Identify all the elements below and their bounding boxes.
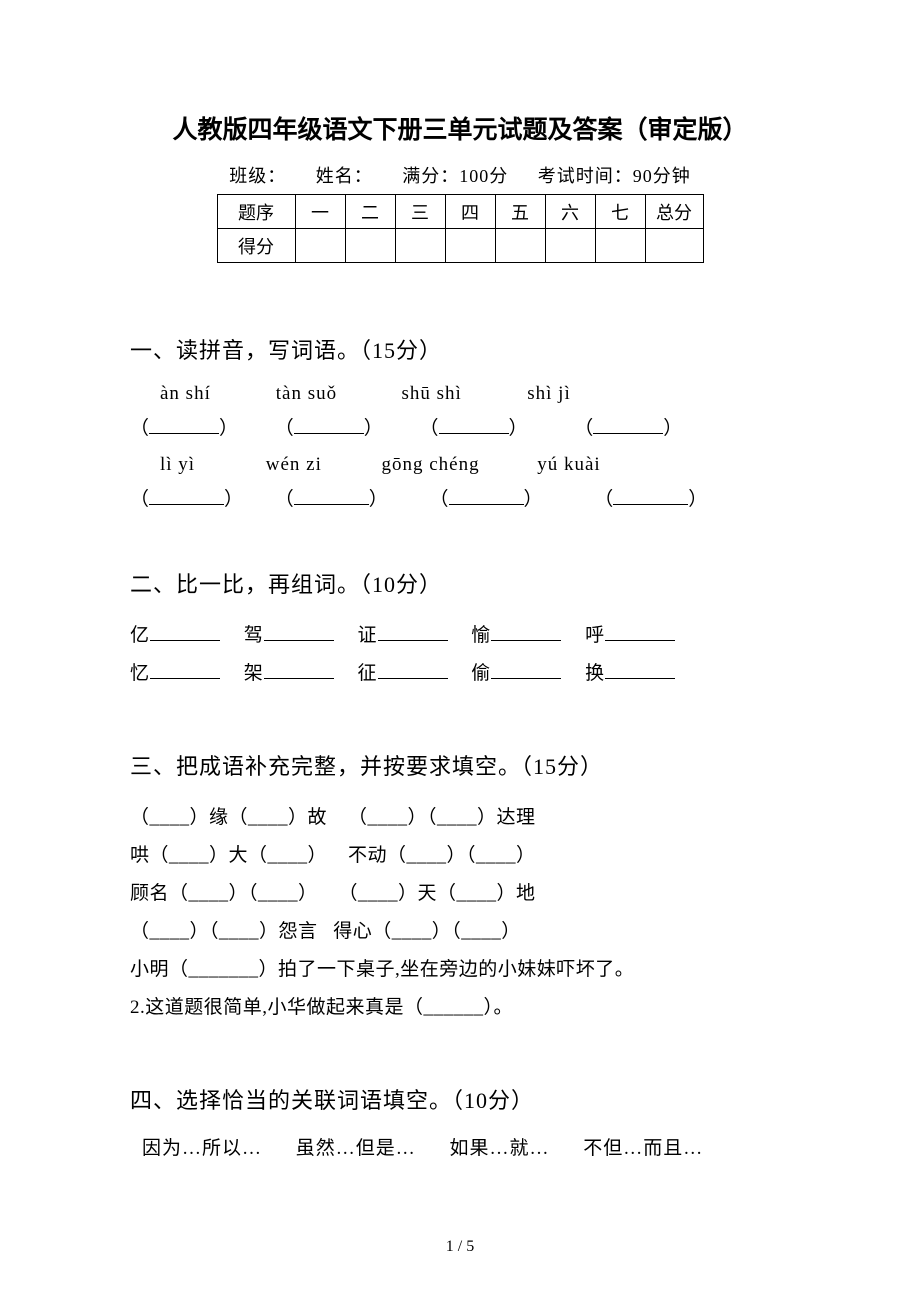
s3-line-2: 哄（____）大（____） 不动（____）（____） bbox=[130, 837, 790, 875]
idiom-part: （____）（____）怨言 bbox=[130, 921, 318, 942]
char: 换 bbox=[585, 663, 605, 684]
char: 呼 bbox=[585, 625, 605, 646]
pinyin: wén zi bbox=[266, 454, 376, 476]
blank-group: （） bbox=[430, 484, 590, 511]
pinyin: yú kuài bbox=[537, 454, 600, 476]
idiom-part: 不动（____）（____） bbox=[348, 845, 536, 866]
section-2-line-2: 忆 架 征 偷 换 bbox=[130, 655, 790, 693]
score-table-header-row: 题序 一 二 三 四 五 六 七 总分 bbox=[217, 195, 703, 229]
col-4: 四 bbox=[445, 195, 495, 229]
option: 不但…而且… bbox=[583, 1138, 703, 1159]
blank-row-2: （） （） （） （） bbox=[130, 484, 790, 511]
blank-group: （） bbox=[275, 484, 425, 511]
pinyin: shū shì bbox=[402, 383, 522, 405]
idiom-part: （____）天（____）地 bbox=[339, 883, 536, 904]
s3-line-3: 顾名（____）（____） （____）天（____）地 bbox=[130, 875, 790, 913]
name-label: 姓名： bbox=[316, 166, 373, 186]
pinyin: shì jì bbox=[527, 383, 570, 405]
score-table-score-row: 得分 bbox=[217, 229, 703, 263]
char: 偷 bbox=[471, 663, 491, 684]
col-total: 总分 bbox=[645, 195, 703, 229]
col-2: 二 bbox=[345, 195, 395, 229]
char: 亿 bbox=[130, 625, 150, 646]
score-cell bbox=[295, 229, 345, 263]
char: 驾 bbox=[244, 625, 264, 646]
score-cell bbox=[645, 229, 703, 263]
blank-row-1: （） （） （） （） bbox=[130, 413, 790, 440]
blank-group: （） bbox=[130, 413, 270, 440]
blank-group: （） bbox=[275, 413, 415, 440]
blank-group: （） bbox=[574, 413, 682, 440]
option: 如果…就… bbox=[450, 1138, 550, 1159]
meta-row: 班级： 姓名： 满分：100分 考试时间：90分钟 bbox=[130, 162, 790, 188]
section-1-heading: 一、读拼音，写词语。（15分） bbox=[130, 333, 790, 365]
section-2-heading: 二、比一比，再组词。（10分） bbox=[130, 567, 790, 599]
section-2-line-1: 亿 驾 证 愉 呼 bbox=[130, 617, 790, 655]
col-6: 六 bbox=[545, 195, 595, 229]
pinyin-row-2: lì yì wén zi gōng chéng yú kuài bbox=[130, 454, 790, 476]
col-7: 七 bbox=[595, 195, 645, 229]
blank-group: （） bbox=[130, 484, 270, 511]
col-1: 一 bbox=[295, 195, 345, 229]
pinyin: àn shí bbox=[160, 383, 270, 405]
option: 虽然…但是… bbox=[296, 1138, 416, 1159]
s3-line-4: （____）（____）怨言 得心（____）（____） bbox=[130, 913, 790, 951]
class-label: 班级： bbox=[229, 166, 286, 186]
score-cell bbox=[445, 229, 495, 263]
score-cell bbox=[395, 229, 445, 263]
char: 愉 bbox=[471, 625, 491, 646]
char: 忆 bbox=[130, 663, 150, 684]
score-label: 得分 bbox=[217, 229, 295, 263]
document-title: 人教版四年级语文下册三单元试题及答案（审定版） bbox=[130, 110, 790, 146]
section-2: 二、比一比，再组词。（10分） 亿 驾 证 愉 呼 忆 架 征 偷 换 bbox=[130, 567, 790, 693]
score-table: 题序 一 二 三 四 五 六 七 总分 得分 bbox=[217, 194, 704, 263]
section-3: 三、把成语补充完整，并按要求填空。（15分） （____）缘（____）故 （_… bbox=[130, 749, 790, 1027]
section-4-options: 因为…所以… 虽然…但是… 如果…就… 不但…而且… bbox=[130, 1133, 790, 1160]
page-number: 1 / 5 bbox=[0, 1238, 920, 1256]
header-label: 题序 bbox=[217, 195, 295, 229]
s3-line-5: 小明（_______）拍了一下桌子,坐在旁边的小妹妹吓坏了。 bbox=[130, 951, 790, 989]
idiom-part: 得心（____）（____） bbox=[333, 921, 521, 942]
section-1: 一、读拼音，写词语。（15分） àn shí tàn suǒ shū shì s… bbox=[130, 333, 790, 511]
char: 征 bbox=[358, 663, 378, 684]
exam-time: 考试时间：90分钟 bbox=[538, 166, 691, 186]
full-score: 满分：100分 bbox=[402, 166, 508, 186]
pinyin: tàn suǒ bbox=[276, 383, 396, 405]
s3-line-6: 2.这道题很简单,小华做起来真是（______）。 bbox=[130, 989, 790, 1027]
option: 因为…所以… bbox=[142, 1138, 262, 1159]
pinyin-row-1: àn shí tàn suǒ shū shì shì jì bbox=[130, 383, 790, 405]
blank-group: （） bbox=[420, 413, 570, 440]
section-4: 四、选择恰当的关联词语填空。（10分） 因为…所以… 虽然…但是… 如果…就… … bbox=[130, 1083, 790, 1160]
idiom-part: （____）（____）达理 bbox=[348, 807, 536, 828]
col-3: 三 bbox=[395, 195, 445, 229]
pinyin: gōng chéng bbox=[382, 454, 532, 476]
char: 架 bbox=[244, 663, 264, 684]
score-cell bbox=[495, 229, 545, 263]
idiom-part: 哄（____）大（____） bbox=[130, 845, 327, 866]
blank-group: （） bbox=[594, 484, 707, 511]
section-3-heading: 三、把成语补充完整，并按要求填空。（15分） bbox=[130, 749, 790, 781]
idiom-part: 顾名（____）（____） bbox=[130, 883, 318, 904]
section-4-heading: 四、选择恰当的关联词语填空。（10分） bbox=[130, 1083, 790, 1115]
pinyin: lì yì bbox=[160, 454, 260, 476]
idiom-part: （____）缘（____）故 bbox=[130, 807, 327, 828]
score-cell bbox=[545, 229, 595, 263]
col-5: 五 bbox=[495, 195, 545, 229]
s3-line-1: （____）缘（____）故 （____）（____）达理 bbox=[130, 799, 790, 837]
char: 证 bbox=[358, 625, 378, 646]
score-cell bbox=[595, 229, 645, 263]
score-cell bbox=[345, 229, 395, 263]
